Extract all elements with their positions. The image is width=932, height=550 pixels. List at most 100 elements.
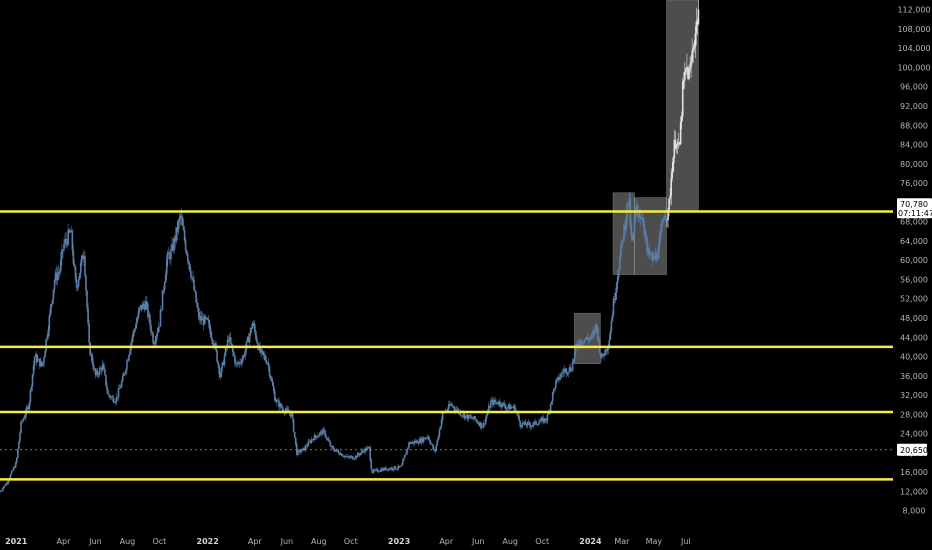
candle-body [430, 443, 432, 444]
price-tick-label: 68,000 [900, 218, 928, 227]
candle-body [12, 467, 15, 471]
candle-body [601, 353, 603, 358]
candle-body [463, 413, 466, 419]
highlight-box[interactable] [634, 197, 667, 275]
candle-body [568, 367, 571, 373]
candle-body [495, 402, 497, 403]
candle-body [671, 171, 674, 179]
candle-body [194, 290, 196, 292]
candle-body [408, 442, 410, 448]
candle-body [570, 370, 573, 372]
candle-body [142, 303, 145, 306]
candle-body [449, 403, 451, 406]
price-axis[interactable]: 8,00012,00016,00020,00024,00028,00032,00… [897, 6, 930, 516]
price-tick-label: 104,000 [897, 44, 930, 53]
time-tick-label: Oct [535, 537, 549, 546]
candle-body [260, 349, 262, 353]
candle-body [565, 368, 568, 374]
candle-body [115, 397, 118, 403]
candle-body [39, 358, 41, 367]
candle-body [227, 339, 230, 342]
candle-body [101, 364, 104, 371]
candle-body [348, 457, 351, 458]
time-axis[interactable]: 2021 Apr Jun Aug Oct 2022 Apr Jun Aug Oct 2023 Apr J… [5, 537, 691, 546]
candle-body [104, 369, 106, 375]
candle-body [697, 9, 700, 25]
candle-body [331, 446, 334, 448]
candle-body [460, 415, 463, 417]
candle-body [168, 252, 170, 255]
candle-body [323, 429, 325, 431]
candle-body [196, 302, 198, 308]
candle-body [336, 449, 339, 452]
candle-body [673, 139, 676, 158]
candle-body [255, 331, 257, 339]
candle-body [97, 374, 100, 376]
candle-body [187, 260, 190, 264]
candle-body [628, 198, 631, 205]
candle-body [364, 448, 366, 453]
candle-body [7, 480, 10, 484]
candle-body [61, 249, 63, 260]
candle-body [455, 409, 458, 412]
candle-body [623, 225, 625, 242]
candle-body [676, 142, 679, 146]
horizontal-levels[interactable] [0, 210, 893, 481]
candle-body [316, 436, 319, 438]
candle-body [17, 449, 19, 458]
candle-body [694, 33, 697, 47]
candle-body [648, 248, 650, 256]
candle-body [627, 202, 629, 205]
candle-body [476, 420, 478, 423]
candle-body [158, 326, 161, 328]
candle-body [320, 431, 322, 433]
candle-body [27, 407, 30, 410]
price-tick-label: 84,000 [900, 141, 928, 150]
candle-body [338, 453, 341, 455]
candle-body [592, 330, 595, 335]
time-tick-label: Oct [344, 537, 358, 546]
candle-body [654, 253, 657, 260]
candle-body [375, 469, 378, 471]
candle-body [24, 415, 26, 418]
candle-body [563, 369, 566, 373]
candle-body [496, 402, 498, 404]
candle-body [244, 349, 247, 356]
candle-body [137, 311, 140, 319]
candle-body [459, 411, 462, 416]
candle-body [675, 145, 678, 149]
candle-body [277, 400, 279, 402]
candle-body [1, 489, 3, 491]
candle-body [156, 332, 159, 336]
candle-body [387, 469, 389, 471]
candle-body [564, 368, 567, 370]
candle-body [524, 421, 527, 425]
candle-body [486, 411, 489, 416]
candle-body [106, 385, 108, 391]
candle-body [503, 403, 506, 407]
candle-body [134, 328, 137, 330]
candle-body [562, 372, 564, 374]
candle-body [239, 361, 241, 363]
candle-body [347, 456, 349, 458]
candle-body [240, 362, 243, 364]
candle-body [197, 307, 200, 312]
candle-body [411, 441, 413, 443]
candle-body [633, 219, 636, 233]
candle-body [328, 440, 331, 443]
candle-body [121, 375, 124, 382]
time-tick-label: 2021 [5, 537, 28, 546]
candle-body [668, 198, 670, 211]
candle-body [482, 423, 485, 428]
candle-body [2, 487, 4, 490]
price-tick-label: 80,000 [900, 160, 928, 169]
candle-body [388, 468, 390, 471]
candle-body [523, 421, 526, 424]
candle-body [263, 354, 266, 356]
candle-body [13, 467, 16, 469]
candle-body [651, 253, 654, 261]
candle-body [598, 339, 600, 341]
candle-body [0, 491, 1, 493]
candle-body [132, 331, 134, 338]
candle-body [604, 349, 606, 356]
